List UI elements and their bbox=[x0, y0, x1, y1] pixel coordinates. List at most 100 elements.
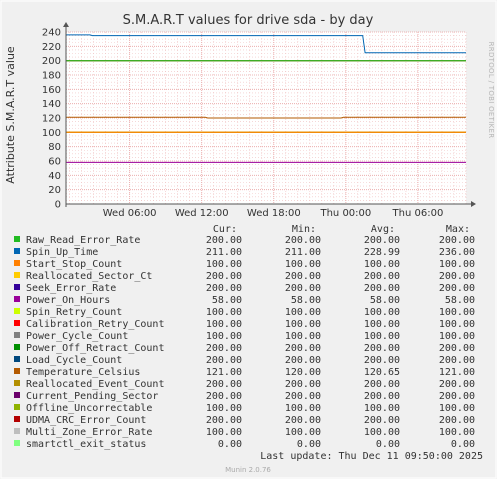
x-tick-label: Thu 00:00 bbox=[319, 208, 371, 219]
y-tick-label: 120 bbox=[42, 114, 61, 125]
legend-value-min: 100.00 bbox=[285, 403, 321, 414]
legend-value-max: 200.00 bbox=[439, 235, 475, 246]
legend-swatch bbox=[14, 272, 20, 278]
legend-value-cur: 200.00 bbox=[206, 343, 242, 354]
legend-value-avg: 200.00 bbox=[364, 379, 400, 390]
y-tick-label: 20 bbox=[48, 185, 61, 196]
chart-title: S.M.A.R.T values for drive sda - by day bbox=[123, 13, 374, 28]
legend-value-avg: 228.99 bbox=[364, 247, 400, 258]
legend-value-cur: 200.00 bbox=[206, 283, 242, 294]
legend-swatch bbox=[14, 248, 20, 254]
legend-header-min: Min: bbox=[292, 224, 316, 235]
legend-value-max: 200.00 bbox=[439, 391, 475, 402]
y-tick-label: 160 bbox=[42, 85, 61, 96]
y-tick-label: 0 bbox=[55, 200, 61, 211]
legend-row: Temperature_Celsius 121.00 120.00 120.65 121… bbox=[14, 367, 475, 378]
legend-value-cur: 200.00 bbox=[206, 391, 242, 402]
legend-swatch bbox=[14, 440, 20, 446]
legend-value-avg: 200.00 bbox=[364, 271, 400, 282]
legend-value-min: 0.00 bbox=[297, 439, 321, 450]
legend-value-min: 100.00 bbox=[285, 331, 321, 342]
legend-swatch bbox=[14, 416, 20, 422]
legend-value-avg: 100.00 bbox=[364, 331, 400, 342]
legend-series-name: Calibration_Retry_Count bbox=[26, 319, 164, 330]
legend-value-cur: 0.00 bbox=[218, 439, 242, 450]
y-tick-label: 240 bbox=[42, 28, 61, 39]
legend-value-cur: 200.00 bbox=[206, 271, 242, 282]
legend-value-avg: 58.00 bbox=[370, 295, 400, 306]
legend-value-cur: 200.00 bbox=[206, 415, 242, 426]
legend-series-name: Power_Cycle_Count bbox=[26, 331, 128, 342]
legend-value-avg: 100.00 bbox=[364, 307, 400, 318]
legend-value-max: 121.00 bbox=[439, 367, 475, 378]
legend-value-min: 100.00 bbox=[285, 319, 321, 330]
legend-series-name: Offline_Uncorrectable bbox=[26, 403, 152, 414]
legend-value-max: 100.00 bbox=[439, 427, 475, 438]
y-axis-label: Attribute S.M.A.R.T value bbox=[4, 46, 17, 184]
y-tick-label: 100 bbox=[42, 128, 61, 139]
legend-value-min: 200.00 bbox=[285, 343, 321, 354]
legend-swatch bbox=[14, 428, 20, 434]
legend-value-max: 200.00 bbox=[439, 343, 475, 354]
series-line-spin-up-time bbox=[66, 34, 466, 54]
legend-row: Power_On_Hours 58.00 58.00 58.00 58.00 bbox=[14, 295, 475, 306]
legend-swatch bbox=[14, 308, 20, 314]
legend-swatch bbox=[14, 368, 20, 374]
legend-row: Reallocated_Sector_Ct 200.00 200.00 200.00 2… bbox=[14, 271, 475, 282]
series-line-temperature-celsius bbox=[66, 116, 466, 119]
legend-swatch bbox=[14, 356, 20, 362]
legend-series-name: Power_On_Hours bbox=[26, 295, 110, 306]
legend-value-max: 200.00 bbox=[439, 355, 475, 366]
y-tick-labels: 0 20 40 60 80 100 120 140 160 180 200 220 240 bbox=[42, 28, 61, 211]
legend-value-min: 200.00 bbox=[285, 355, 321, 366]
legend-series-name: Seek_Error_Rate bbox=[26, 283, 116, 294]
legend-swatch bbox=[14, 404, 20, 410]
legend-value-max: 100.00 bbox=[439, 319, 475, 330]
legend-row: Offline_Uncorrectable 100.00 100.00 100.00 1… bbox=[14, 403, 475, 414]
legend-value-avg: 200.00 bbox=[364, 355, 400, 366]
legend-value-min: 200.00 bbox=[285, 271, 321, 282]
rrdtool-watermark: RRDTOOL / TOBI OETIKER bbox=[487, 42, 495, 139]
legend-row: Raw_Read_Error_Rate 200.00 200.00 200.00 200… bbox=[14, 235, 475, 246]
legend-value-max: 100.00 bbox=[439, 331, 475, 342]
legend-value-min: 200.00 bbox=[285, 235, 321, 246]
legend-series-name: UDMA_CRC_Error_Count bbox=[26, 415, 146, 426]
legend-value-cur: 100.00 bbox=[206, 403, 242, 414]
legend-value-min: 200.00 bbox=[285, 379, 321, 390]
legend-value-avg: 100.00 bbox=[364, 403, 400, 414]
legend-value-max: 100.00 bbox=[439, 307, 475, 318]
legend-row: Spin_Up_Time 211.00 211.00 228.99 236.00 bbox=[14, 247, 475, 258]
legend-value-cur: 200.00 bbox=[206, 235, 242, 246]
legend-value-avg: 100.00 bbox=[364, 319, 400, 330]
legend-swatch bbox=[14, 320, 20, 326]
legend-value-avg: 120.65 bbox=[364, 367, 400, 378]
legend-series-name: Start_Stop_Count bbox=[26, 259, 122, 270]
legend-swatch bbox=[14, 284, 20, 290]
legend-row: Power_Cycle_Count 100.00 100.00 100.00 100.0… bbox=[14, 331, 475, 342]
legend-value-min: 200.00 bbox=[285, 415, 321, 426]
legend-value-max: 58.00 bbox=[445, 295, 475, 306]
x-tick-labels: Wed 06:00 Wed 12:00 Wed 18:00 Thu 00:00 Thu … bbox=[103, 208, 444, 219]
legend-row: Power_Off_Retract_Count 200.00 200.00 200.0… bbox=[14, 343, 475, 354]
x-axis-arrow bbox=[471, 201, 476, 207]
legend-swatch bbox=[14, 236, 20, 242]
legend-value-min: 100.00 bbox=[285, 307, 321, 318]
legend-value-min: 200.00 bbox=[285, 283, 321, 294]
legend-row: Start_Stop_Count 100.00 100.00 100.00 100.00 bbox=[14, 259, 475, 270]
munin-footer: Munin 2.0.76 bbox=[225, 466, 271, 474]
legend-header-max: Max: bbox=[446, 224, 470, 235]
legend-value-avg: 100.00 bbox=[364, 427, 400, 438]
legend-value-cur: 58.00 bbox=[212, 295, 242, 306]
legend-row: Load_Cycle_Count 200.00 200.00 200.00 200.00 bbox=[14, 355, 475, 366]
legend-series-name: Spin_Up_Time bbox=[26, 247, 98, 258]
legend-header-cur: Cur: bbox=[213, 224, 237, 235]
legend-series-name: Power_Off_Retract_Count bbox=[26, 343, 164, 354]
legend-row: Multi_Zone_Error_Rate 100.00 100.00 100.00 1… bbox=[14, 427, 475, 438]
legend-series-name: Spin_Retry_Count bbox=[26, 307, 122, 318]
legend-value-avg: 200.00 bbox=[364, 391, 400, 402]
legend-value-max: 100.00 bbox=[439, 259, 475, 270]
legend-value-cur: 121.00 bbox=[206, 367, 242, 378]
legend-value-cur: 100.00 bbox=[206, 319, 242, 330]
axes bbox=[63, 22, 476, 207]
